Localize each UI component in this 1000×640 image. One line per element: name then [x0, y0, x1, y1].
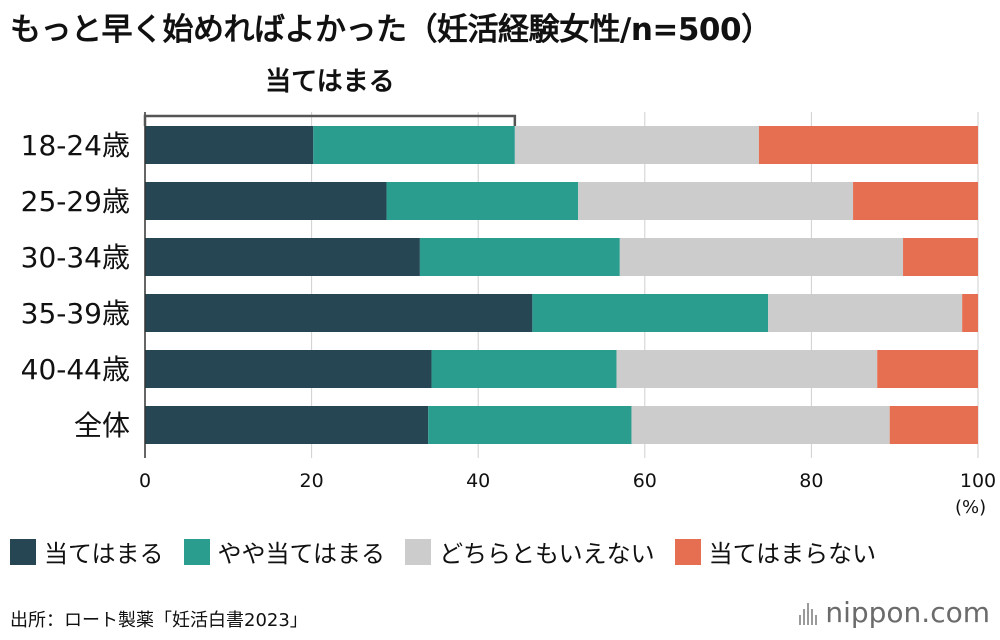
- legend-label-somewhat-agree: やや当てはまる: [217, 540, 386, 568]
- bar-40-44-agree: [145, 350, 432, 388]
- x-tick-label-20: 20: [300, 470, 324, 492]
- bar-25-29-neutral: [578, 182, 854, 220]
- bar-all-agree: [145, 406, 429, 444]
- bar-40-44-disagree: [877, 350, 978, 388]
- x-axis-unit: (%): [955, 497, 987, 518]
- bar-25-29-somewhat-agree: [386, 182, 579, 220]
- legend-item-disagree: 当てはまらない: [674, 534, 877, 569]
- legend-item-somewhat-agree: やや当てはまる: [183, 534, 386, 569]
- category-label-35-39: 35-39歳: [21, 297, 130, 330]
- legend-label-disagree: 当てはまらない: [708, 540, 877, 568]
- bar-18-24-disagree: [758, 126, 978, 164]
- bar-18-24-agree: [145, 126, 314, 164]
- bar-35-39-agree: [145, 294, 533, 332]
- bar-30-34-disagree: [903, 238, 978, 276]
- legend-label-neutral: どちらともいえない: [439, 540, 655, 568]
- bar-40-44-somewhat-agree: [431, 350, 617, 388]
- category-label-25-29: 25-29歳: [21, 185, 130, 218]
- legend-swatch-agree: [10, 538, 36, 565]
- legend-swatch-neutral: [405, 538, 432, 565]
- bar-30-34-somewhat-agree: [419, 238, 620, 276]
- logo-text: nippon.com: [825, 596, 990, 629]
- bar-25-29-disagree: [853, 182, 978, 220]
- nippon-logo[interactable]: nippon.com: [799, 596, 990, 629]
- bracket-label: 当てはまる: [265, 67, 394, 97]
- x-tick-label-40: 40: [466, 470, 490, 492]
- x-tick-label-60: 60: [633, 470, 657, 492]
- bar-all-neutral: [631, 406, 890, 444]
- bracket-agree-total: [143, 114, 517, 126]
- category-label-18-24: 18-24歳: [21, 129, 130, 162]
- bar-all-somewhat-agree: [428, 406, 632, 444]
- bar-40-44-neutral: [616, 350, 878, 388]
- bar-35-39-disagree: [962, 294, 978, 332]
- legend-label-agree: 当てはまる: [44, 540, 164, 568]
- legend: 当てはまる やや当てはまる どちらともいえない 当てはまらない: [10, 534, 876, 569]
- bar-all-disagree: [889, 406, 978, 444]
- bar-35-39-somewhat-agree: [532, 294, 769, 332]
- x-tick-label-80: 80: [799, 470, 823, 492]
- bar-18-24-neutral: [514, 126, 759, 164]
- logo-mark-icon: [799, 601, 819, 625]
- legend-item-neutral: どちらともいえない: [405, 534, 655, 569]
- legend-swatch-somewhat-agree: [183, 538, 210, 565]
- category-label-40-44: 40-44歳: [21, 353, 130, 386]
- category-label-30-34: 30-34歳: [21, 241, 130, 274]
- bar-35-39-neutral: [768, 294, 963, 332]
- bar-30-34-agree: [145, 238, 420, 276]
- bar-30-34-neutral: [619, 238, 904, 276]
- x-tick-label-0: 0: [139, 470, 151, 492]
- bar-25-29-agree: [145, 182, 387, 220]
- category-label-all: 全体: [74, 409, 130, 442]
- chart-title: もっと早く始めればよかった（妊活経験女性/n=500）: [10, 12, 772, 48]
- legend-swatch-disagree: [674, 538, 701, 565]
- bar-18-24-somewhat-agree: [313, 126, 515, 164]
- x-tick-label-100: 100: [960, 470, 996, 492]
- source-note: 出所：ロート製薬「妊活白書2023」: [10, 610, 308, 631]
- legend-item-agree: 当てはまる: [10, 534, 164, 569]
